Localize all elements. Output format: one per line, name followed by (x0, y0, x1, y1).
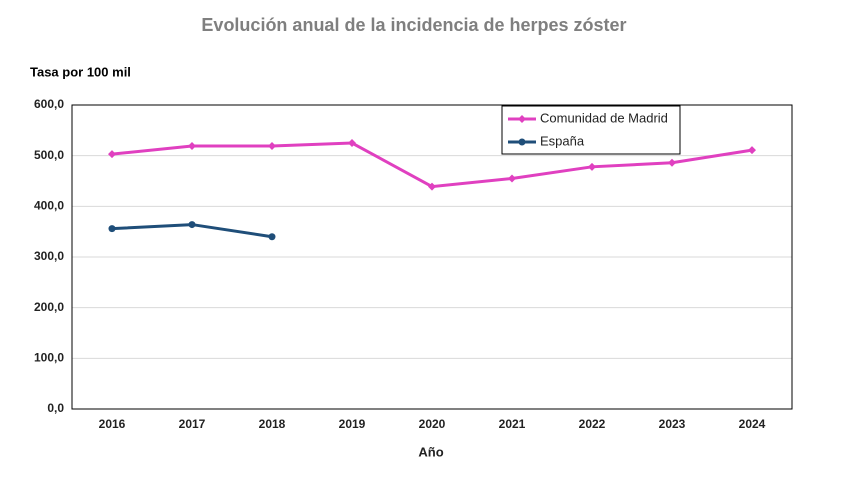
point (748, 146, 756, 155)
legend-box (501, 105, 681, 155)
point (188, 221, 196, 229)
x-tick-label: 2016 (99, 417, 126, 431)
point (508, 174, 516, 183)
x-tick-label: 2022 (579, 417, 606, 431)
point (518, 115, 526, 123)
x-axis-label: Año (418, 444, 443, 459)
point (188, 142, 196, 151)
point (348, 139, 356, 147)
y-tick-label: 400,0 (34, 199, 64, 213)
x-tick-label: 2023 (659, 417, 686, 431)
x-tick-label: 2018 (259, 417, 286, 431)
y-tick-label: 0,0 (47, 401, 64, 415)
plot-frame (71, 104, 793, 410)
point (268, 142, 276, 151)
point (268, 233, 276, 241)
y-tick-label: 300,0 (34, 249, 64, 263)
y-tick-label: 500,0 (34, 148, 64, 162)
x-tick-label: 2020 (419, 417, 446, 431)
x-tick-label: 2024 (739, 417, 766, 431)
y-tick-label: 600,0 (34, 97, 64, 111)
y-tick-label: 200,0 (34, 300, 64, 314)
y-axis-label: Tasa por 100 mil (30, 64, 131, 79)
y-tick-label: 100,0 (34, 351, 64, 365)
point (668, 158, 676, 167)
point (428, 182, 436, 191)
point (518, 138, 526, 146)
x-tick-label: 2021 (499, 417, 526, 431)
point (108, 225, 116, 233)
legend-label: Comunidad de Madrid (540, 110, 668, 125)
x-tick-label: 2019 (339, 417, 366, 431)
point (108, 150, 116, 159)
legend-label: España (540, 133, 585, 148)
point (588, 162, 596, 171)
chart-title: Evolución anual de la incidencia de herp… (201, 15, 626, 35)
x-tick-label: 2017 (179, 417, 206, 431)
